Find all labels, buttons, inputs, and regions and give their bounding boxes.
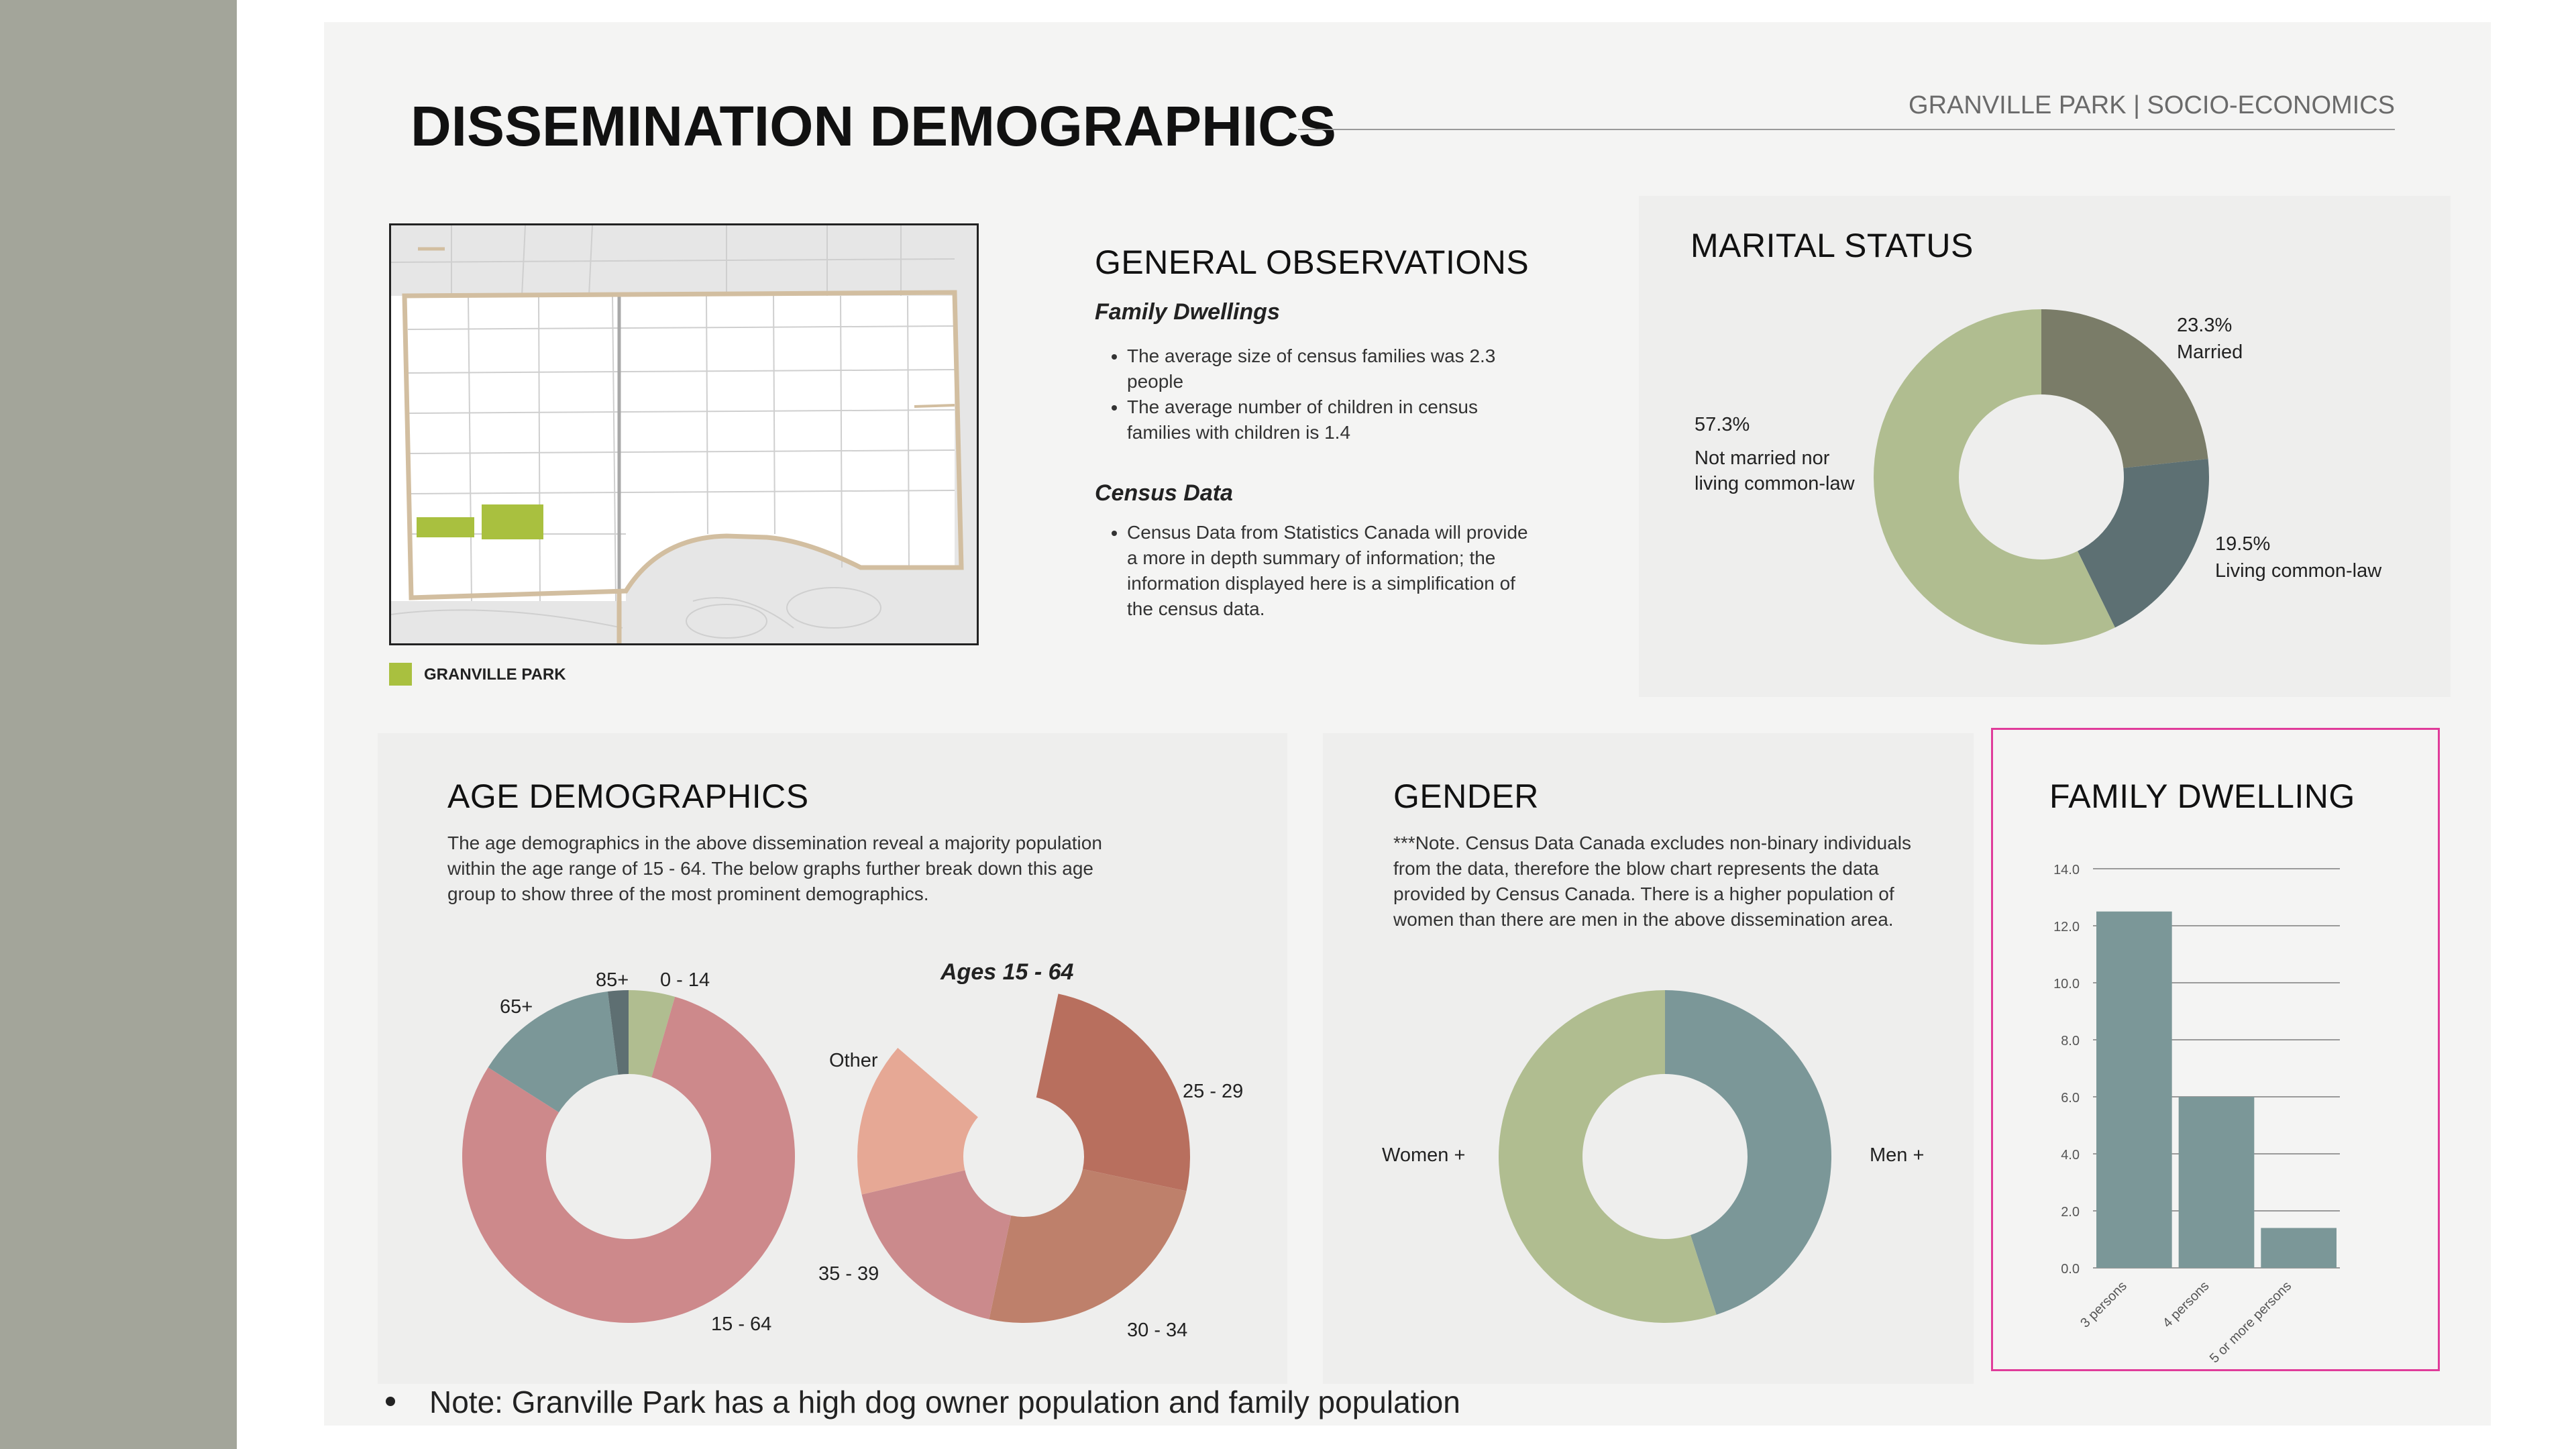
bullet-item: Census Data from Statistics Canada will … (1127, 520, 1529, 622)
ages-15-64-title: Ages 15 - 64 (941, 959, 1074, 985)
age-label-15-64: 15 - 64 (711, 1313, 772, 1335)
age-heading: AGE DEMOGRAPHICS (447, 777, 809, 815)
age-label-85plus: 85+ (596, 969, 629, 991)
married-percent-label: 23.3% (2177, 315, 2233, 336)
title-divider (1298, 129, 2395, 130)
y-tick-label: 14.0 (2053, 863, 2080, 877)
married-label: Married (2177, 341, 2243, 363)
left-sidebar-band (0, 0, 237, 1449)
age2-label-other: Other (829, 1050, 878, 1071)
slice-living-common-law (2078, 458, 2209, 628)
y-tick-label: 4.0 (2061, 1148, 2080, 1163)
y-tick-label: 0.0 (2061, 1262, 2080, 1277)
ages-15-64-donut (857, 994, 1190, 1323)
family-heading: FAMILY DWELLING (2049, 777, 2355, 815)
y-tick-label: 6.0 (2061, 1091, 2080, 1106)
slice-women (1499, 990, 1717, 1324)
map-graphic (391, 225, 977, 643)
slice-85 (607, 990, 629, 1075)
slice-married (2041, 309, 2208, 468)
x-tick-label: 5 or more persons (2207, 1279, 2294, 1366)
gender-description: ***Note. Census Data Canada excludes non… (1393, 833, 1912, 930)
gender-label-women: Women + (1382, 1144, 1466, 1166)
age2-label-35-39: 35 - 39 (818, 1263, 879, 1285)
footer-note: Note: Granville Park has a high dog owne… (429, 1385, 1460, 1419)
note-bullet (386, 1397, 395, 1406)
slice-15-64 (462, 996, 795, 1323)
y-tick-label: 8.0 (2061, 1034, 2080, 1049)
bullet-item: The average size of census families was … (1127, 343, 1503, 394)
map-legend-label: GRANVILLE PARK (424, 665, 566, 684)
age-label-0-14: 0 - 14 (660, 969, 710, 991)
observations-heading: GENERAL OBSERVATIONS (1095, 244, 1529, 281)
single-label-line1: Not married nor (1695, 447, 1830, 469)
page-subtitle: GRANVILLE PARK | SOCIO-ECONOMICS (1909, 91, 2395, 119)
slice-0-14 (629, 990, 676, 1077)
bar-5-or-more-persons (2261, 1228, 2337, 1268)
family-dwellings-bullets: The average size of census families was … (1095, 343, 1503, 445)
slice-other (857, 1047, 978, 1195)
slice-65 (488, 991, 619, 1113)
census-data-subheading: Census Data (1095, 480, 1233, 506)
age2-label-25-29: 25 - 29 (1183, 1081, 1244, 1102)
dissemination-map (389, 223, 979, 645)
common-law-label: Living common-law (2215, 560, 2382, 582)
age-donut (462, 990, 795, 1323)
x-tick-label: 4 persons (2160, 1279, 2212, 1331)
slice-25-29 (1036, 994, 1190, 1191)
age-description: The age demographics in the above dissem… (447, 833, 1102, 904)
age2-label-30-34: 30 - 34 (1127, 1320, 1188, 1341)
y-tick-label: 2.0 (2061, 1205, 2080, 1220)
y-tick-label: 12.0 (2053, 920, 2080, 934)
common-law-percent-label: 19.5% (2215, 533, 2271, 555)
y-tick-label: 10.0 (2053, 977, 2080, 991)
single-percent-label: 57.3% (1695, 414, 1750, 435)
bar-3-persons (2096, 911, 2172, 1268)
slice-men (1665, 990, 1831, 1315)
slice-35-39 (861, 1170, 1012, 1320)
family-dwellings-subheading: Family Dwellings (1095, 299, 1280, 325)
census-data-bullets: Census Data from Statistics Canada will … (1095, 520, 1529, 622)
slice-30-34 (989, 1169, 1187, 1323)
family-bar-chart: 0.0 2.0 4.0 6.0 8.0 10.0 12.0 14.0 3 persons 4 pe… (2053, 863, 2340, 1366)
page-title: DISSEMINATION DEMOGRAPHICS (411, 95, 1336, 158)
marital-heading: MARITAL STATUS (1690, 227, 1974, 264)
age-label-65plus: 65+ (500, 996, 533, 1018)
gender-label-men: Men + (1870, 1144, 1925, 1166)
marital-donut (1874, 309, 2209, 645)
single-label-line2: living common-law (1695, 473, 1855, 494)
gender-heading: GENDER (1393, 777, 1539, 815)
legend-swatch (389, 663, 412, 686)
bullet-item: The average number of children in census… (1127, 394, 1503, 445)
x-tick-label: 3 persons (2078, 1279, 2130, 1331)
bar-4-persons (2178, 1097, 2255, 1268)
gender-donut (1499, 990, 1831, 1324)
slice-not-married-nor-living-common-law (1874, 309, 2115, 645)
